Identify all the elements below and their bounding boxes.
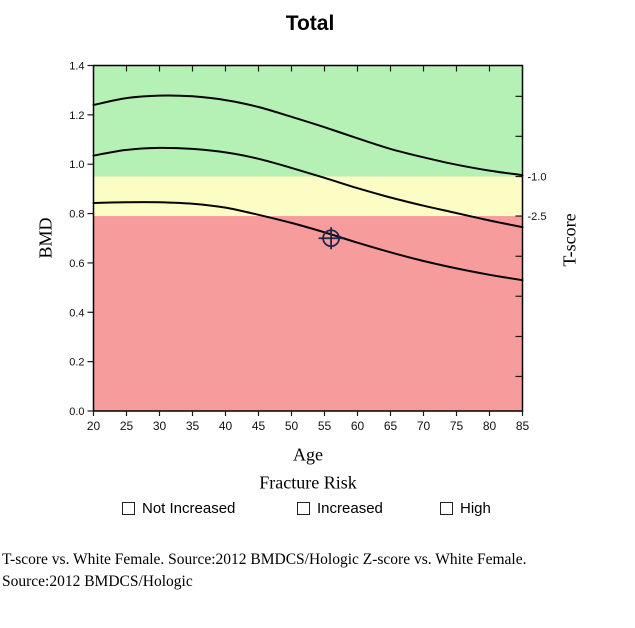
caption-line-1: T-score vs. White Female. Source:2012 BM… [2,551,527,568]
curve-reference-upper-band [92,94,524,177]
legend-title: Fracture Risk [259,472,357,493]
x-tick-label: 25 [120,419,134,433]
zone-increased [93,176,523,217]
y-tick-label: 0.8 [69,209,84,221]
legend-item-increased: Increased [297,500,383,517]
y-axis-title-bmd: BMD [35,217,56,259]
curve-reference-mean [92,146,524,229]
x-tick-label: 75 [450,419,464,433]
x-tick-label: 40 [219,419,233,433]
x-axis-ticks [92,65,524,416]
y-tick-label: 1.4 [69,61,84,73]
x-tick-label: 35 [186,419,200,433]
chart-title: Total [285,12,335,35]
y-tick-label: 0.6 [69,258,84,270]
legend-label: Increased [317,500,383,517]
plot-border [92,64,524,412]
zone-high [93,216,523,411]
legend-item-high: High [440,500,491,517]
patient-measurement-marker [318,227,344,250]
bmd-age-chart: 20 25 30 35 40 45 50 55 60 65 70 75 80 85 0.0 0.2 0.4 0.6… [69,61,547,434]
x-tick-label: 85 [516,419,530,433]
curve-reference-lower-band [92,201,524,282]
t-score-tick-label: -2.5 [528,211,547,223]
caption-line-2: Source:2012 BMDCS/Hologic [2,573,193,590]
x-tick-label: 30 [153,419,167,433]
x-tick-label: 45 [252,419,266,433]
x-tick-label: 55 [318,419,332,433]
legend-item-not-increased: Not Increased [122,500,235,517]
y-axis-ticks [87,64,94,412]
x-tick-label: 50 [285,419,299,433]
x-tick-label: 20 [87,419,101,433]
reference-curves [92,94,524,282]
legend-swatch-yellow [297,502,310,515]
source-caption: T-score vs. White Female. Source:2012 BM… [2,549,622,593]
t-score-axis-ticks [515,95,523,378]
x-tick-label: 70 [417,419,431,433]
legend-label: High [460,500,491,517]
x-axis-title-age: Age [293,444,323,465]
y-tick-label: 1.2 [69,110,84,122]
y-tick-label: 0.4 [69,307,84,319]
y2-axis-title-tscore: T-score [559,213,580,267]
legend-swatch-red [440,502,453,515]
y-tick-label: 0.2 [69,357,84,369]
risk-zones [93,65,523,411]
y-tick-label: 1.0 [69,159,84,171]
t-score-tick-label: -1.0 [528,172,547,184]
x-tick-label: 65 [384,419,398,433]
x-tick-label: 60 [351,419,365,433]
y-tick-label: 0.0 [69,406,84,418]
legend-swatch-green [122,502,135,515]
x-tick-label: 80 [483,419,497,433]
legend-label: Not Increased [142,500,236,517]
